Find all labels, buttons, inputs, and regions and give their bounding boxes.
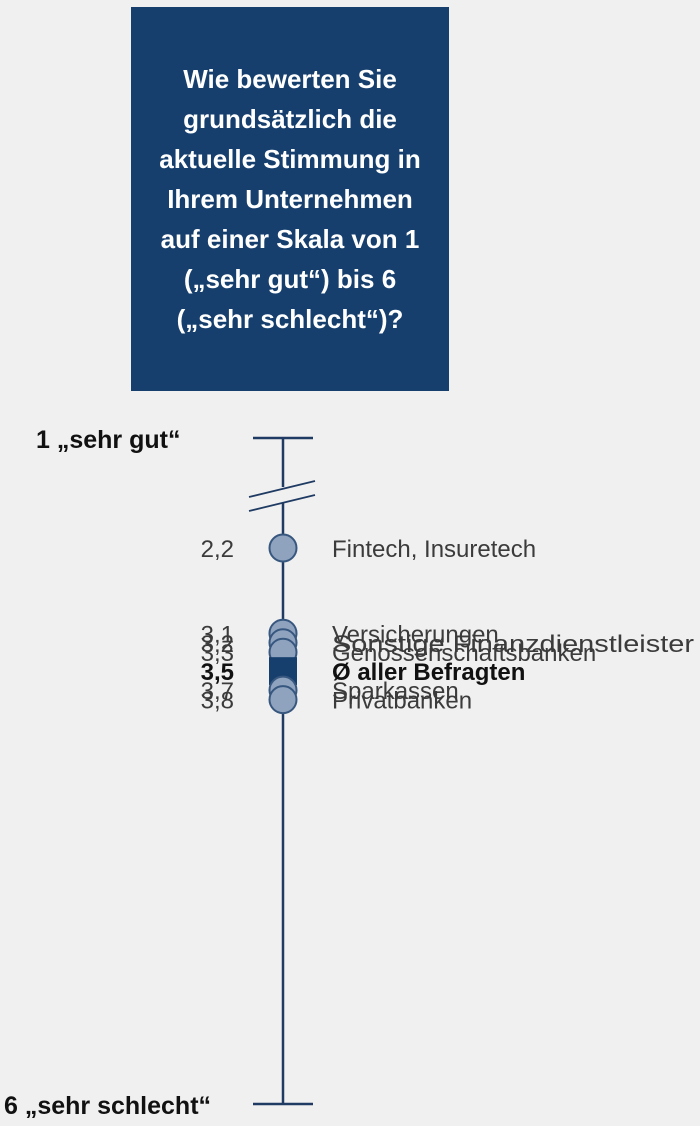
question-box: Wie bewerten Sie grundsätzlich die aktue… <box>131 7 449 391</box>
axis-label-top: 1 „sehr gut“ <box>36 426 180 454</box>
data-point-value-label: 3,1 <box>201 621 234 648</box>
data-point-value-label: 2,2 <box>201 536 234 563</box>
axis-break-mark <box>248 494 316 512</box>
axis-label-bottom: 6 „sehr schlecht“ <box>4 1092 211 1120</box>
data-point-category-label: Fintech, Insuretech <box>332 536 536 563</box>
data-point-value-label: 3,8 <box>201 688 234 715</box>
data-point-category-label: Privatbanken <box>332 688 472 715</box>
data-point-value-label: 3,2 <box>201 631 234 658</box>
data-point-category-label: Sparkassen <box>332 678 459 705</box>
data-point-category-label: Versicherungen <box>332 621 499 648</box>
data-point-value-label: 3,3 <box>201 640 234 667</box>
data-point-value-label: 3,7 <box>201 678 234 705</box>
data-point-marker <box>268 533 298 563</box>
question-text: Wie bewerten Sie grundsätzlich die aktue… <box>159 64 421 334</box>
data-point-marker <box>268 685 298 715</box>
data-point-category-label: Genossenschaftsbanken <box>332 640 596 667</box>
data-point-category-label: Ø aller Befragten <box>332 659 525 686</box>
data-point-value-label: 3,5 <box>201 659 234 686</box>
axis-break-mark <box>248 480 316 498</box>
data-point-category-label: Sonstige Finanzdienstleister <box>332 631 694 658</box>
